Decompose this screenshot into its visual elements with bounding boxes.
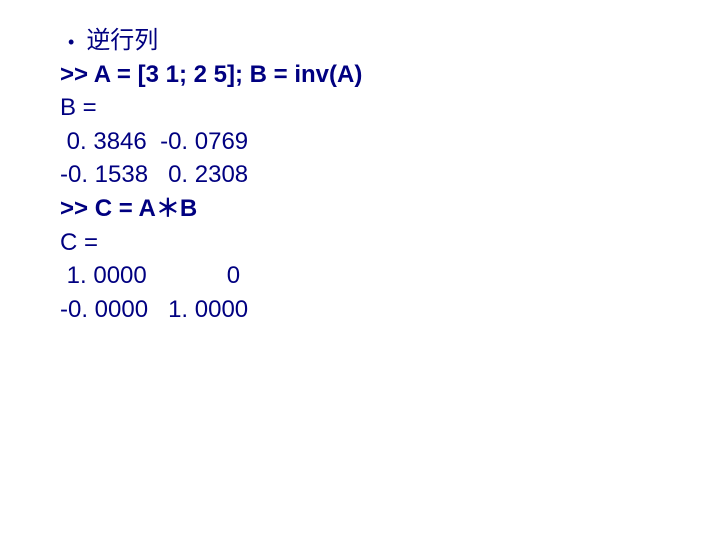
command-line-2: >> C = A＊B: [60, 192, 660, 226]
output-b-row-2: -0. 1538 0. 2308: [60, 158, 660, 192]
command-line-1: >> A = [3 1; 2 5]; B = inv(A): [60, 58, 660, 92]
output-c-row-2: -0. 0000 1. 0000: [60, 293, 660, 327]
output-b-row-1: 0. 3846 -0. 0769: [60, 125, 660, 159]
bullet-title-line: • 逆行列: [60, 24, 660, 58]
output-b-header: B =: [60, 91, 660, 125]
slide-content: • 逆行列 >> A = [3 1; 2 5]; B = inv(A) B = …: [0, 0, 720, 350]
title-text: 逆行列: [86, 24, 158, 58]
bullet-icon: •: [68, 30, 74, 55]
output-c-header: C =: [60, 226, 660, 260]
output-c-row-1: 1. 0000 0: [60, 259, 660, 293]
